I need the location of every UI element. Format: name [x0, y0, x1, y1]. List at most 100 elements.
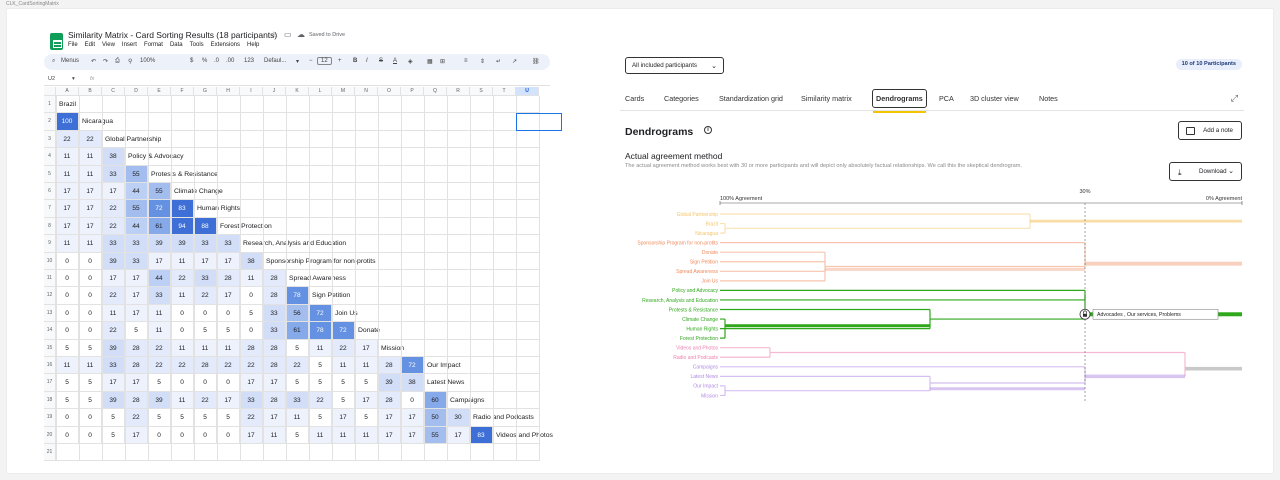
- matrix-cell[interactable]: 39: [102, 391, 125, 410]
- matrix-cell[interactable]: 28: [263, 391, 286, 410]
- matrix-cell[interactable]: 17: [148, 252, 171, 270]
- matrix-cell[interactable]: 22: [102, 287, 125, 305]
- info-icon[interactable]: i: [704, 126, 712, 134]
- wrap-icon[interactable]: ↵: [496, 59, 502, 65]
- matrix-cell[interactable]: 33: [263, 304, 286, 323]
- matrix-cell[interactable]: 55: [424, 426, 447, 444]
- menus-search[interactable]: Menus: [61, 58, 80, 64]
- matrix-cell[interactable]: 30: [447, 409, 470, 427]
- row-header[interactable]: 12: [44, 287, 56, 305]
- column-header[interactable]: E: [148, 87, 171, 96]
- row-header[interactable]: 14: [44, 322, 56, 340]
- row-header[interactable]: 5: [44, 165, 56, 183]
- matrix-cell[interactable]: 28: [378, 391, 401, 410]
- matrix-cell[interactable]: 28: [125, 339, 148, 357]
- column-header[interactable]: M: [332, 87, 355, 96]
- matrix-cell[interactable]: 5: [309, 357, 332, 375]
- matrix-cell[interactable]: 0: [56, 287, 79, 305]
- matrix-cell[interactable]: 17: [102, 374, 125, 392]
- matrix-cell[interactable]: 78: [286, 287, 309, 305]
- matrix-cell[interactable]: 33: [148, 287, 171, 305]
- matrix-cell[interactable]: 11: [355, 426, 378, 444]
- matrix-cell[interactable]: 22: [148, 339, 171, 357]
- menu-item[interactable]: Edit: [84, 42, 96, 48]
- row-header[interactable]: 1: [44, 96, 56, 114]
- matrix-cell[interactable]: 17: [102, 270, 125, 288]
- row-header[interactable]: 6: [44, 183, 56, 201]
- selected-cell[interactable]: [516, 113, 562, 131]
- matrix-cell[interactable]: 22: [56, 130, 79, 149]
- matrix-cell[interactable]: 11: [309, 339, 332, 357]
- print-icon[interactable]: ⎙: [115, 58, 120, 64]
- matrix-cell[interactable]: 5: [309, 374, 332, 392]
- matrix-cell[interactable]: 11: [286, 409, 309, 427]
- italic-button[interactable]: I: [366, 58, 368, 64]
- column-header[interactable]: I: [240, 87, 263, 96]
- link-icon[interactable]: ⛓: [532, 59, 540, 65]
- matrix-cell[interactable]: 33: [286, 391, 309, 410]
- matrix-cell[interactable]: 17: [125, 270, 148, 288]
- row-header[interactable]: 15: [44, 339, 56, 357]
- matrix-cell[interactable]: 33: [263, 322, 286, 340]
- paint-format-icon[interactable]: ⚲: [128, 59, 133, 65]
- matrix-cell[interactable]: 28: [378, 357, 401, 375]
- matrix-cell[interactable]: 39: [148, 235, 171, 253]
- matrix-cell[interactable]: 0: [217, 426, 240, 444]
- matrix-cell[interactable]: 38: [240, 252, 263, 270]
- matrix-cell[interactable]: 0: [56, 270, 79, 288]
- matrix-cell[interactable]: 33: [125, 235, 148, 253]
- column-header[interactable]: C: [102, 87, 125, 96]
- tab-3d-cluster-view[interactable]: 3D cluster view: [970, 94, 1019, 103]
- document-title[interactable]: Similarity Matrix - Card Sorting Results…: [68, 30, 278, 40]
- matrix-cell[interactable]: 0: [171, 322, 194, 340]
- matrix-cell[interactable]: 22: [309, 391, 332, 410]
- matrix-cell[interactable]: 28: [263, 339, 286, 357]
- matrix-cell[interactable]: 17: [79, 200, 102, 218]
- redo-icon[interactable]: ↷: [103, 59, 109, 65]
- column-header[interactable]: R: [447, 87, 470, 96]
- matrix-cell[interactable]: 5: [194, 409, 217, 427]
- matrix-cell[interactable]: 11: [355, 357, 378, 375]
- strikethrough-button[interactable]: S: [379, 58, 384, 64]
- matrix-cell[interactable]: 11: [217, 339, 240, 357]
- menu-item[interactable]: Help: [247, 42, 260, 48]
- matrix-cell[interactable]: 11: [79, 148, 102, 166]
- matrix-cell[interactable]: 0: [79, 409, 102, 427]
- tab-standardization-grid[interactable]: Standardization grid: [719, 94, 783, 103]
- matrix-cell[interactable]: 17: [378, 426, 401, 444]
- row-header[interactable]: 11: [44, 270, 56, 288]
- matrix-cell[interactable]: 22: [148, 357, 171, 375]
- matrix-cell[interactable]: 22: [171, 270, 194, 288]
- text-color-button[interactable]: A: [393, 58, 398, 64]
- matrix-cell[interactable]: 5: [56, 391, 79, 410]
- matrix-cell[interactable]: 17: [194, 252, 217, 270]
- tab-notes[interactable]: Notes: [1039, 94, 1058, 103]
- matrix-cell[interactable]: 0: [217, 374, 240, 392]
- star-icon[interactable]: ☆: [270, 30, 278, 39]
- menu-item[interactable]: Data: [169, 42, 183, 48]
- decrease-decimal-button[interactable]: .0: [214, 58, 220, 64]
- matrix-cell[interactable]: 39: [102, 252, 125, 270]
- column-header[interactable]: B: [79, 87, 102, 96]
- matrix-cell[interactable]: 11: [56, 165, 79, 183]
- tab-categories[interactable]: Categories: [664, 94, 699, 103]
- matrix-cell[interactable]: 0: [79, 252, 102, 270]
- matrix-cell[interactable]: 11: [309, 426, 332, 444]
- matrix-cell[interactable]: 39: [148, 391, 171, 410]
- matrix-cell[interactable]: 33: [194, 270, 217, 288]
- row-header[interactable]: 10: [44, 252, 56, 270]
- matrix-cell[interactable]: 17: [125, 304, 148, 323]
- column-header[interactable]: K: [286, 87, 309, 96]
- matrix-cell[interactable]: 33: [217, 235, 240, 253]
- column-header[interactable]: J: [263, 87, 286, 96]
- menu-item[interactable]: Insert: [121, 42, 137, 48]
- matrix-cell[interactable]: 5: [240, 304, 263, 323]
- matrix-cell[interactable]: 17: [401, 426, 424, 444]
- bold-button[interactable]: B: [353, 58, 358, 64]
- merge-icon[interactable]: ⊞: [440, 59, 446, 65]
- column-header[interactable]: N: [355, 87, 378, 96]
- row-header[interactable]: 7: [44, 200, 56, 218]
- matrix-cell[interactable]: 100: [56, 113, 79, 131]
- matrix-cell[interactable]: 28: [217, 270, 240, 288]
- matrix-cell[interactable]: 11: [148, 322, 171, 340]
